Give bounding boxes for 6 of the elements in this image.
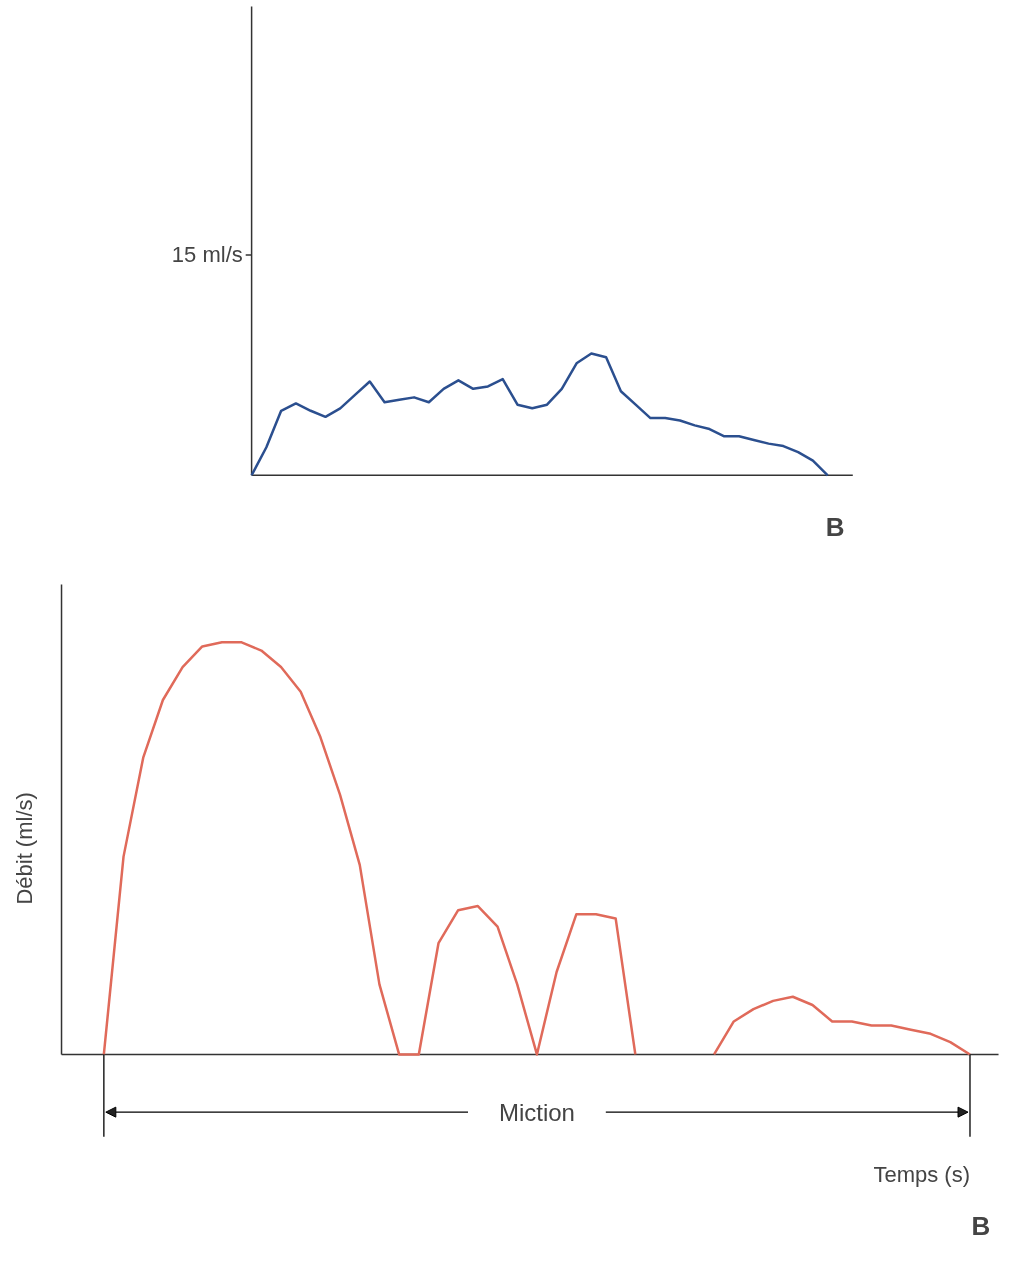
text: B — [971, 1211, 991, 1242]
x-axis-title: Temps (s) — [873, 1161, 970, 1187]
text: B — [825, 511, 845, 542]
y-axis-title: Débit (ml/s) — [11, 792, 37, 905]
text: 15 ml/s — [171, 242, 243, 268]
text: Miction — [498, 1098, 575, 1126]
